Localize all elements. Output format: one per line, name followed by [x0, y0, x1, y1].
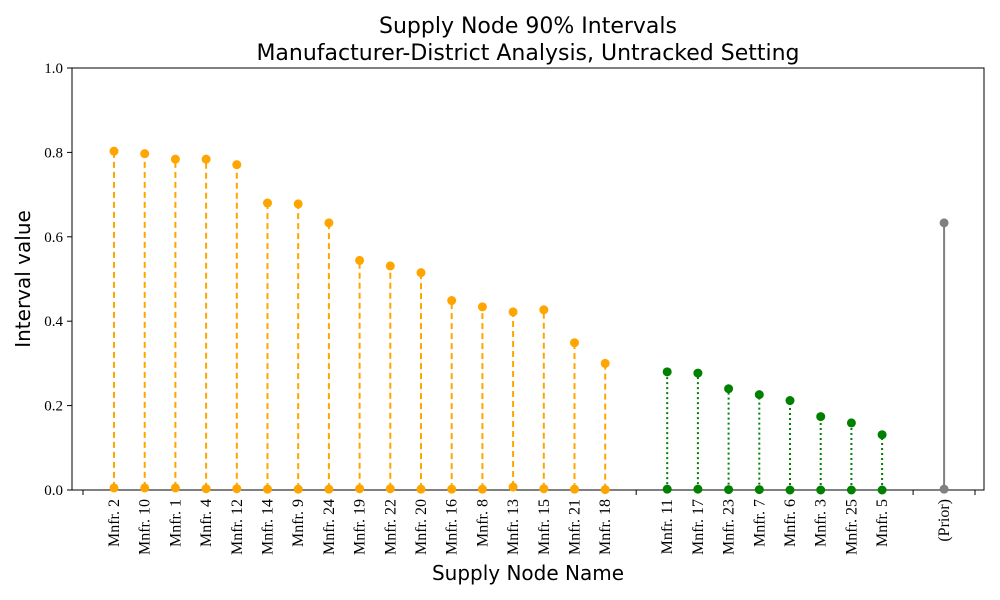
- x-tick-label: Mnfr. 3: [813, 499, 830, 547]
- x-tick-label: Mnfr. 22: [382, 499, 399, 555]
- chart-title-line2: Manufacturer-District Analysis, Untracke…: [256, 41, 799, 66]
- y-tick-label: 0.8: [44, 145, 63, 161]
- interval-high-point: [447, 296, 457, 306]
- x-tick-label: Mnfr. 5: [874, 499, 891, 547]
- interval-low-point: [263, 484, 272, 494]
- interval-high-point: [170, 154, 180, 164]
- interval-high-point: [570, 338, 579, 348]
- interval-high-point: [232, 160, 242, 170]
- interval-low-point: [232, 484, 242, 494]
- x-tick-label: (Prior): [936, 499, 953, 542]
- interval-low-point: [385, 484, 395, 494]
- x-tick-label: Mnfr. 1: [167, 499, 184, 547]
- x-tick-label: Mnfr. 21: [567, 499, 584, 555]
- interval-high-point: [539, 305, 549, 315]
- interval-high-point: [600, 358, 610, 368]
- interval-high-point: [662, 367, 672, 377]
- x-tick-label: Mnfr. 15: [536, 499, 553, 555]
- chart-title-line1: Supply Node 90% Intervals: [379, 14, 677, 39]
- interval-high-point: [693, 368, 703, 378]
- interval-high-point: [140, 149, 150, 159]
- interval-high-point: [754, 390, 764, 400]
- interval-low-point: [109, 483, 119, 493]
- interval-low-point: [170, 483, 180, 493]
- interval-low-point: [477, 484, 487, 494]
- interval-low-point: [201, 484, 211, 494]
- x-tick-label: Mnfr. 17: [690, 499, 707, 555]
- interval-high-point: [355, 255, 365, 265]
- interval-low-point: [939, 484, 949, 494]
- interval-low-point: [846, 485, 856, 495]
- interval-high-point: [816, 412, 826, 422]
- interval-low-point: [816, 485, 826, 495]
- x-tick-label: Mnfr. 24: [321, 499, 338, 555]
- interval-high-point: [201, 154, 211, 164]
- interval-low-point: [570, 484, 579, 494]
- x-tick-label: Mnfr. 25: [843, 499, 860, 555]
- interval-low-point: [140, 483, 150, 493]
- x-tick-label: Mnfr. 23: [721, 499, 738, 555]
- interval-low-point: [355, 484, 365, 494]
- y-tick-label: 0.6: [44, 230, 63, 246]
- y-axis-label: Interval value: [11, 210, 35, 348]
- x-tick-label: Mnfr. 8: [474, 499, 491, 547]
- interval-low-point: [662, 484, 672, 494]
- x-tick-label: Mnfr. 11: [659, 499, 676, 554]
- interval-low-point: [877, 485, 887, 495]
- y-tick-label: 1.0: [44, 61, 63, 77]
- interval-low-point: [416, 484, 426, 494]
- x-tick-label: Mnfr. 2: [106, 499, 123, 547]
- interval-low-point: [508, 482, 518, 492]
- x-tick-label: Mnfr. 18: [597, 499, 614, 555]
- x-tick-label: Mnfr. 9: [290, 499, 307, 547]
- interval-high-point: [109, 146, 119, 156]
- interval-low-point: [785, 485, 795, 495]
- interval-low-point: [293, 484, 303, 494]
- x-tick-label: Mnfr. 7: [751, 499, 768, 547]
- y-tick-label: 0.4: [44, 314, 63, 330]
- plot-area: 0.0 0.2 0.4 0.6 0.8 1.0 Mnfr. 2 Mnfr. 10 Mnfr. 1…: [44, 61, 985, 555]
- x-tick-label: Mnfr. 20: [413, 499, 430, 555]
- x-tick-label: Mnfr. 6: [782, 499, 799, 547]
- x-tick-label: Mnfr. 19: [352, 499, 369, 555]
- x-tick-label: Mnfr. 12: [229, 499, 246, 555]
- interval-low-point: [539, 484, 549, 494]
- interval-high-point: [324, 218, 334, 228]
- x-tick-label: Mnfr. 16: [444, 499, 461, 555]
- interval-low-point: [324, 484, 334, 494]
- interval-low-point: [724, 485, 734, 495]
- x-tick-label: Mnfr. 10: [137, 499, 154, 555]
- interval-high-point: [785, 396, 795, 406]
- interval-high-point: [508, 307, 518, 317]
- interval-high-point: [939, 218, 949, 228]
- interval-high-point: [724, 384, 734, 394]
- interval-high-point: [877, 430, 887, 440]
- x-tick-label: Mnfr. 4: [198, 499, 215, 547]
- interval-low-point: [754, 485, 764, 495]
- interval-low-point: [600, 485, 610, 495]
- interval-low-point: [693, 484, 703, 494]
- interval-high-point: [263, 198, 272, 208]
- y-tick-label: 0.2: [44, 399, 63, 415]
- x-tick-label: Mnfr. 13: [505, 499, 522, 555]
- plot-frame: [71, 67, 985, 491]
- y-tick-label: 0.0: [44, 483, 63, 499]
- interval-high-point: [477, 302, 487, 312]
- interval-high-point: [846, 418, 856, 428]
- interval-high-point: [416, 268, 426, 278]
- x-axis-label: Supply Node Name: [432, 561, 624, 585]
- interval-high-point: [293, 199, 303, 209]
- interval-low-point: [447, 484, 457, 494]
- x-tick-label: Mnfr. 14: [260, 499, 277, 555]
- interval-high-point: [385, 261, 395, 271]
